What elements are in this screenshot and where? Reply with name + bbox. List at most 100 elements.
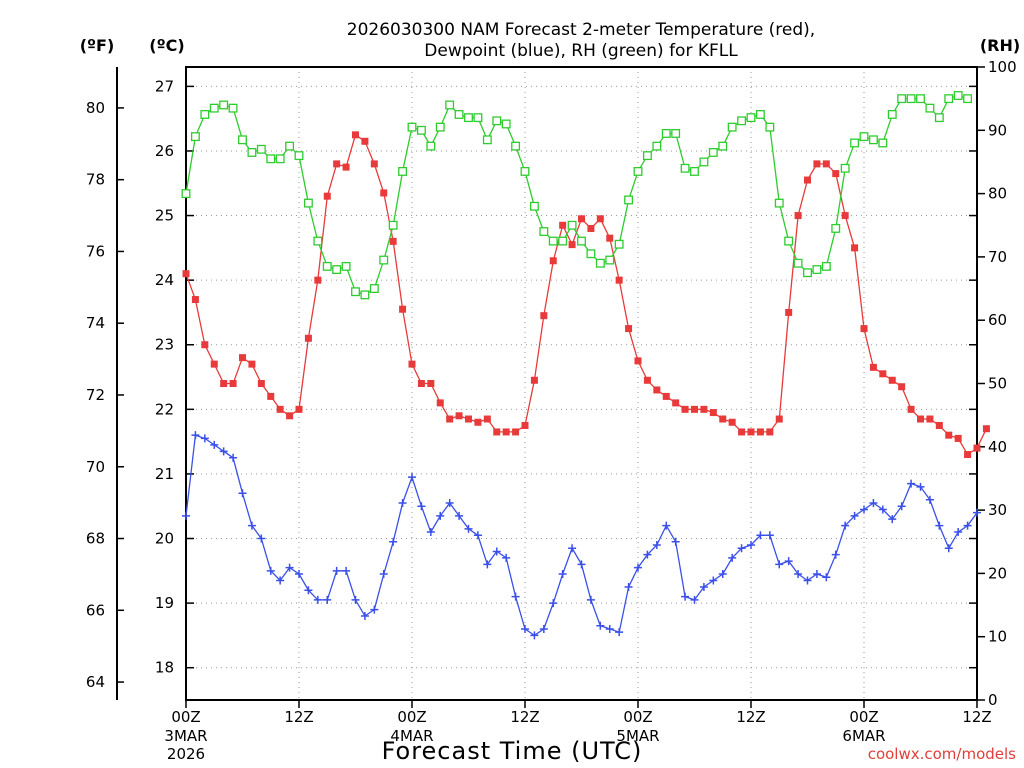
x-tick-year-label: 2026 — [167, 745, 205, 763]
temperature-point — [276, 405, 284, 413]
relative_humidity-point — [953, 91, 963, 100]
dewpoint-point — [408, 473, 416, 482]
temperature-point — [549, 257, 557, 265]
plot-frame — [185, 66, 978, 701]
relative_humidity-point — [925, 103, 935, 113]
rh-tick-label: 90 — [988, 121, 1007, 139]
dewpoint-point — [389, 537, 398, 546]
relative_humidity-point — [529, 201, 539, 211]
dewpoint-point — [973, 508, 981, 517]
dewpoint-point — [822, 573, 831, 582]
relative_humidity-point — [963, 94, 973, 104]
temperature-point — [738, 428, 746, 436]
dewpoint-point — [455, 511, 464, 520]
x-tick-label: 00Z — [623, 708, 652, 726]
dewpoint-point — [897, 502, 906, 511]
dewpoint-point — [229, 453, 238, 462]
relative_humidity-point — [445, 100, 455, 110]
temperature-point — [653, 386, 661, 394]
dewpoint-point — [426, 528, 435, 537]
temperature-point — [888, 376, 896, 384]
dewpoint-point — [473, 531, 482, 540]
relative_humidity-point — [275, 154, 285, 164]
relative_humidity-point — [548, 236, 558, 246]
celsius-tick-label: 23 — [155, 336, 174, 354]
celsius-tick-label: 18 — [155, 659, 174, 677]
dewpoint-point — [784, 557, 793, 566]
relative_humidity-point — [614, 239, 624, 249]
relative_humidity-point — [228, 103, 238, 113]
relative_humidity-point — [303, 198, 313, 208]
relative_humidity-point — [803, 268, 812, 278]
dewpoint-point — [756, 531, 765, 540]
temperature-point — [436, 399, 444, 407]
temperature-point — [408, 360, 416, 368]
relative_humidity-point — [294, 151, 304, 161]
relative_humidity-point — [916, 94, 925, 104]
relative_humidity-point — [567, 220, 577, 230]
temperature-point — [220, 380, 228, 387]
dewpoint-point — [539, 624, 548, 633]
temperature-point — [964, 451, 972, 459]
relative_humidity-point — [793, 258, 803, 268]
relative_humidity-point — [351, 287, 360, 297]
dewpoint-point — [878, 505, 887, 514]
dewpoint-point — [699, 582, 708, 591]
rh-tick-label: 50 — [988, 375, 1007, 393]
temperature-point — [502, 428, 510, 436]
dewpoint-point — [360, 612, 369, 621]
dewpoint-point — [313, 595, 322, 604]
dewpoint-point — [963, 521, 972, 530]
relative_humidity-point — [633, 166, 643, 176]
relative_humidity-point — [850, 138, 860, 148]
temperature-point — [691, 405, 698, 413]
celsius-tick-label: 25 — [155, 207, 174, 225]
temperature-point — [766, 428, 774, 436]
temperature-point — [926, 415, 934, 423]
relative_humidity-point — [190, 132, 200, 142]
fahrenheit-tick-label: 80 — [86, 99, 105, 117]
relative_humidity-point — [219, 100, 229, 110]
dewpoint-point — [812, 570, 821, 579]
x-tick-label: 12Z — [736, 708, 765, 726]
rh-tick-label: 10 — [988, 628, 1007, 646]
dewpoint-point — [634, 563, 642, 572]
relative_humidity-point — [699, 157, 709, 167]
dewpoint-point — [916, 482, 925, 491]
dewpoint-point — [351, 595, 360, 604]
relative_humidity-point — [360, 290, 370, 300]
relative_humidity-point — [642, 151, 652, 161]
relative_humidity-point — [868, 135, 878, 145]
relative_humidity-point — [680, 163, 690, 173]
temperature-point — [380, 189, 388, 197]
dewpoint-line — [185, 434, 978, 637]
rh-tick-label: 20 — [988, 564, 1007, 582]
temperature-point — [201, 341, 209, 349]
temperature-point — [907, 405, 915, 413]
relative_humidity-point — [887, 110, 897, 119]
temperature-point — [578, 215, 585, 223]
relative_humidity-point — [690, 166, 699, 176]
relative_humidity-point — [812, 265, 822, 275]
dewpoint-point — [794, 570, 803, 579]
dewpoint-series — [182, 431, 981, 640]
credit-text: coolwx.com/models — [868, 745, 1016, 763]
temperature-point — [333, 160, 341, 168]
relative_humidity-point — [426, 141, 436, 151]
relative_humidity-point — [558, 236, 568, 246]
celsius-tick-label: 19 — [155, 594, 174, 612]
fahrenheit-tick-label: 66 — [86, 601, 105, 619]
grid-lines — [186, 67, 977, 700]
relative_humidity-point — [454, 110, 464, 119]
dewpoint-point — [803, 576, 812, 585]
temperature-point — [804, 176, 811, 184]
temperature-point — [860, 325, 868, 333]
dewpoint-point — [266, 566, 275, 575]
temperature-point — [625, 325, 633, 333]
x-tick-label: 12Z — [510, 708, 539, 726]
dewpoint-point — [577, 560, 586, 569]
dewpoint-point — [841, 521, 850, 530]
relative_humidity-point — [520, 166, 530, 176]
temperature-point — [483, 415, 491, 423]
temperature-point — [559, 221, 567, 229]
